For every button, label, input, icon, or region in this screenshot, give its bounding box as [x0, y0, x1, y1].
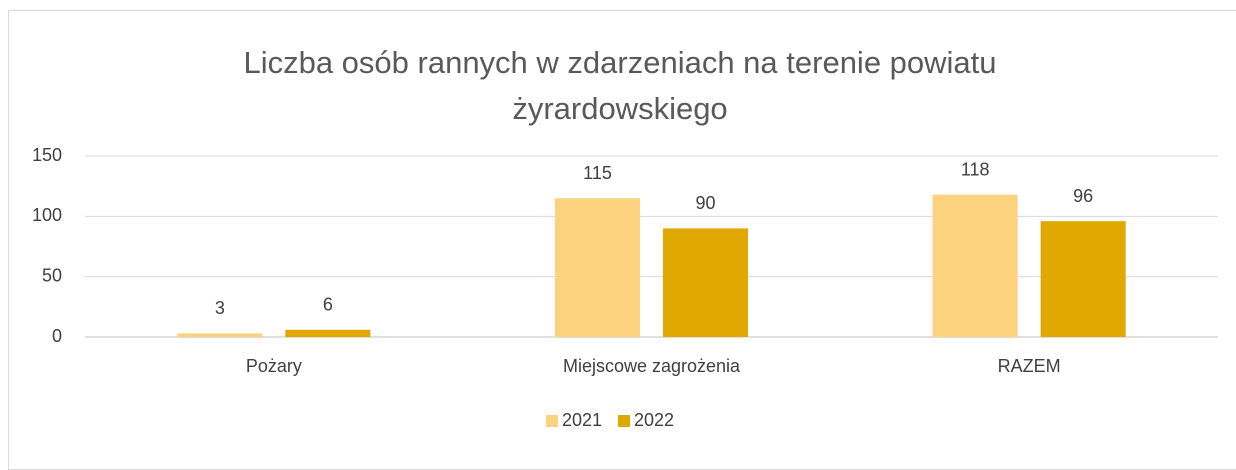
x-tick-label: Miejscowe zagrożenia — [563, 356, 741, 376]
bar — [285, 329, 371, 337]
y-tick-label: 50 — [42, 265, 62, 285]
y-tick-label: 100 — [32, 205, 62, 225]
legend-label: 2022 — [634, 410, 674, 430]
x-tick-label: RAZEM — [998, 356, 1061, 376]
legend-label: 2021 — [562, 410, 602, 430]
data-label: 6 — [323, 295, 333, 315]
data-label: 3 — [215, 298, 225, 318]
y-tick-label: 0 — [52, 326, 62, 346]
data-label: 90 — [695, 193, 715, 213]
data-label: 115 — [583, 163, 612, 183]
bar — [932, 194, 1018, 337]
bar — [1040, 221, 1126, 337]
chart: 0 50 100 150 Pożary 3 6 Miejscowe zagrożenia 115… — [32, 145, 1218, 430]
legend-swatch — [546, 415, 558, 427]
bar — [555, 198, 640, 337]
bar — [663, 228, 748, 337]
x-tick-label: Pożary — [246, 356, 302, 376]
data-label: 118 — [961, 159, 990, 179]
page: Liczba osób rannych w zdarzeniach na ter… — [8, 10, 1236, 470]
chart-title: Liczba osób rannych w zdarzeniach na ter… — [243, 45, 997, 126]
legend-swatch — [618, 415, 630, 427]
bar — [177, 333, 263, 337]
y-tick-label: 150 — [32, 145, 62, 165]
data-label: 96 — [1073, 186, 1093, 206]
